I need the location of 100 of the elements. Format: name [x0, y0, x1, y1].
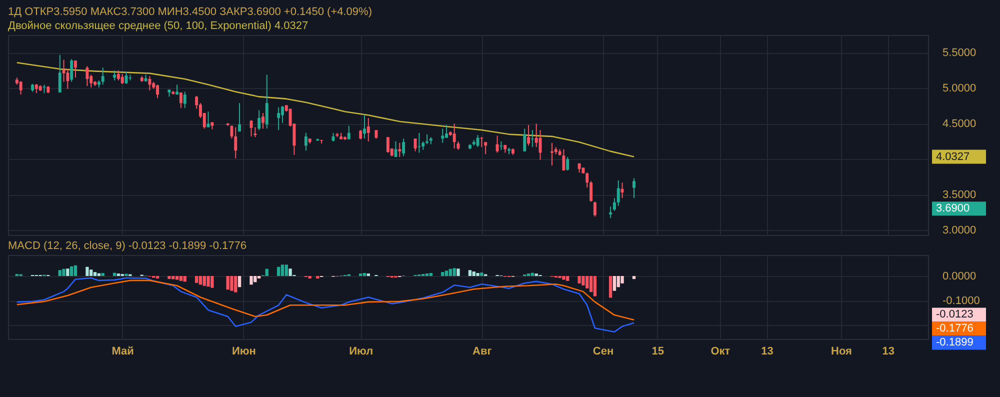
candlestick [70, 58, 74, 82]
line-series [16, 62, 635, 158]
x-tick-label: Сен [592, 346, 614, 358]
y-tick-label: 3.5000 [942, 189, 976, 202]
candlestick [590, 180, 593, 202]
bar [58, 270, 62, 276]
x-tick-label: Июн [232, 346, 256, 358]
candlestick [562, 148, 566, 171]
candlestick [281, 105, 284, 124]
line-series [16, 277, 635, 332]
bar [194, 276, 198, 283]
candlestick [120, 74, 124, 84]
candlestick [156, 84, 159, 99]
candlestick [277, 106, 280, 131]
candlestick [386, 136, 390, 154]
bar [179, 276, 183, 281]
candlestick [620, 182, 624, 199]
candlestick [304, 132, 308, 152]
x-tick-label: 15 [652, 346, 664, 358]
bar [566, 276, 570, 281]
candlestick [58, 54, 62, 93]
candlestick [530, 130, 534, 148]
candlestick [34, 83, 38, 94]
candlestick [566, 156, 570, 171]
candlestick [86, 66, 89, 87]
candlestick [527, 124, 530, 146]
bar [226, 276, 230, 290]
candlestick [609, 206, 612, 218]
bar [101, 273, 104, 276]
bar [183, 276, 186, 282]
bar [448, 268, 452, 276]
candlestick [452, 123, 456, 149]
bar [86, 266, 89, 276]
bar [66, 268, 70, 276]
bar [452, 268, 456, 276]
x-tick-label: Ноя [831, 346, 852, 358]
bar [90, 270, 93, 276]
candlestick [484, 142, 488, 155]
bar [62, 268, 66, 276]
candlestick [113, 70, 116, 81]
candlestick [347, 125, 350, 140]
bar [562, 276, 566, 280]
text: -0.0123 [936, 308, 974, 321]
candlestick [593, 201, 596, 218]
candlestick [148, 76, 152, 91]
bar [70, 266, 74, 276]
chart-subtitle: Двойное скользящее среднее (50, 100, Exponential) 4.0327 [8, 20, 308, 32]
x-tick-label: Июл [349, 346, 374, 358]
x-tick-label: 13 [882, 346, 894, 358]
candlestick [402, 138, 406, 157]
y-tick-label: 4.5000 [942, 118, 976, 130]
y-tick-label: 3.0000 [942, 224, 976, 237]
bar [578, 276, 581, 284]
bar [429, 273, 432, 276]
bar [362, 273, 366, 276]
bar [277, 266, 280, 276]
text: 3.6900 [936, 202, 970, 215]
candlestick [632, 178, 636, 199]
bar [93, 272, 97, 276]
bar [288, 268, 292, 276]
candlestick [445, 124, 448, 138]
y-tick-label: 5.5000 [942, 47, 976, 60]
candlestick [414, 138, 417, 152]
chart-title: 1Д ОТКР3.5950 МАКС3.7300 МИН3.4500 ЗАКР3.6900 +0.1450 (+4.09%) [8, 6, 372, 18]
candlestick [523, 128, 526, 152]
candlestick [426, 134, 428, 145]
candlestick [441, 128, 444, 144]
candlestick [230, 125, 234, 140]
bar [210, 276, 214, 288]
candlestick [206, 111, 210, 128]
bar [250, 276, 253, 285]
x-tick-label: Авг [472, 346, 492, 358]
bar [198, 276, 202, 285]
chart-title: MACD (12, 26, close, 9) -0.0123 -0.1899 -0.1776 [8, 240, 246, 252]
bar [612, 276, 616, 291]
candlestick [612, 198, 616, 212]
candlestick [179, 92, 182, 109]
candlestick [261, 112, 264, 130]
candlestick [616, 180, 620, 206]
bar [586, 276, 589, 288]
bar [202, 276, 206, 286]
x-tick-label: 13 [761, 346, 774, 358]
bar [620, 276, 624, 284]
candlestick [116, 70, 120, 81]
bar [593, 276, 597, 296]
candlestick [234, 126, 238, 159]
bar [444, 270, 448, 276]
bar [265, 268, 268, 276]
candlestick [254, 126, 257, 138]
text: -0.1776 [936, 322, 974, 335]
bar [632, 276, 636, 280]
candlestick [74, 60, 77, 78]
candlestick [366, 117, 370, 142]
bar [608, 276, 612, 298]
candlestick [265, 74, 268, 130]
candlestick [19, 80, 22, 96]
bar [616, 276, 620, 288]
bar [582, 276, 585, 286]
y-tick-label: 0.0000 [942, 270, 976, 282]
bar [480, 272, 484, 276]
